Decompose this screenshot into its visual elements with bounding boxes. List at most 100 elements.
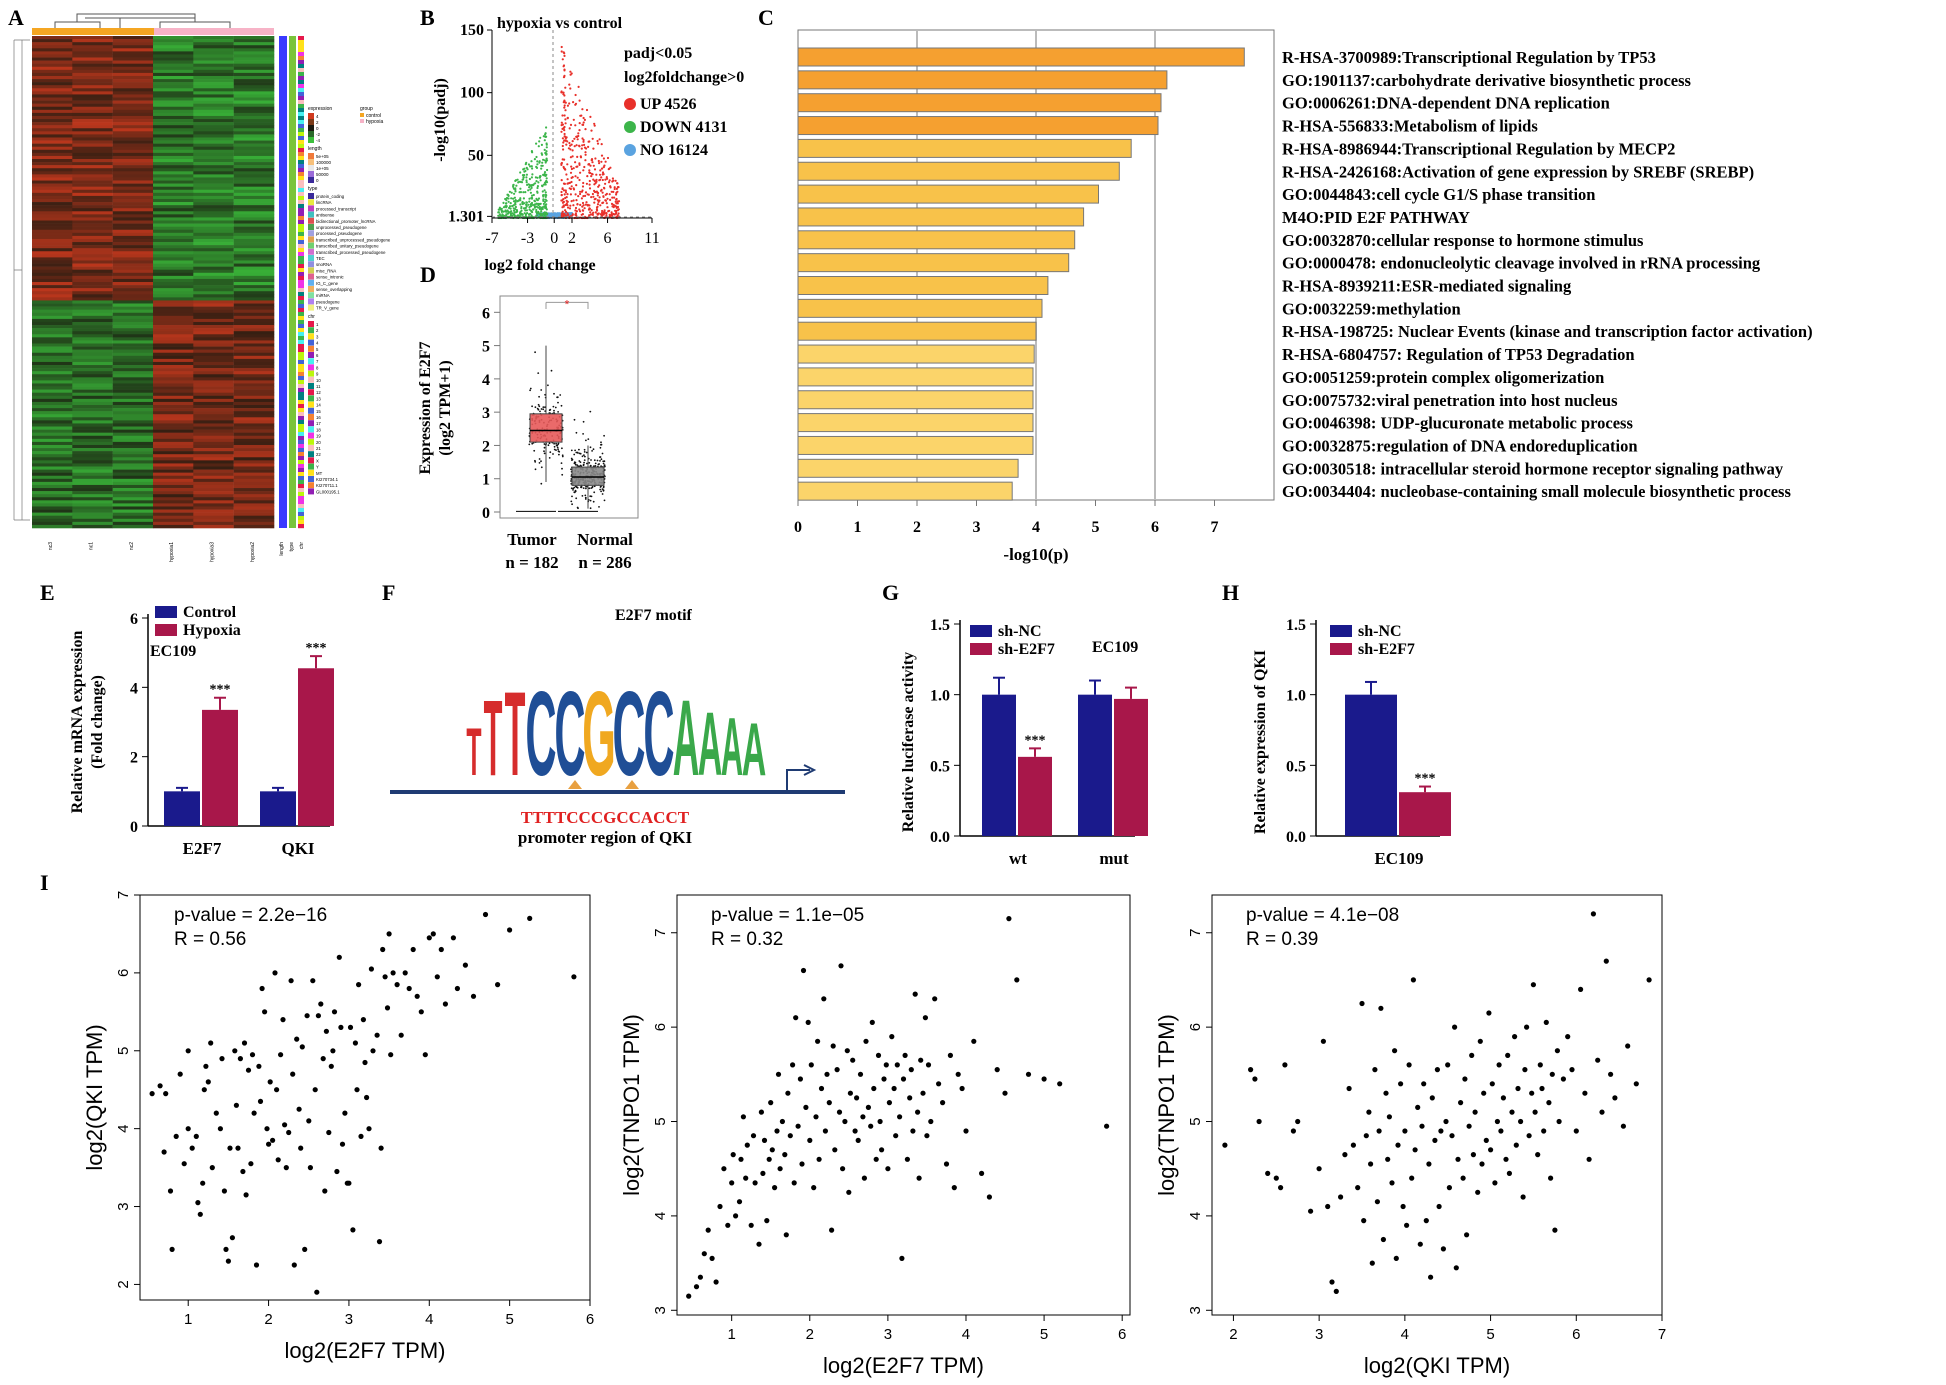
scatter-point bbox=[894, 1062, 900, 1068]
volcano-point-up bbox=[591, 161, 594, 164]
scatter-point bbox=[495, 982, 501, 988]
heatmap-cell bbox=[153, 85, 194, 89]
boxplot-jitter-point bbox=[576, 464, 579, 466]
scatter-point bbox=[910, 1128, 916, 1134]
heatmap-cell bbox=[72, 484, 113, 489]
annotation-strip-chr-cell bbox=[298, 396, 304, 401]
heatmap-cell bbox=[153, 211, 194, 215]
heatmap-cell bbox=[32, 51, 73, 55]
volcano-point-down bbox=[513, 196, 517, 199]
annotation-strip-chr-cell bbox=[298, 432, 304, 437]
volcano-point-up bbox=[561, 206, 564, 209]
boxplot-jitter-point bbox=[573, 453, 576, 456]
legend-length-tick: 100000 bbox=[316, 160, 332, 165]
heatmap-cell bbox=[32, 380, 73, 384]
heatmap-cell bbox=[112, 328, 154, 332]
legend-chr-label: 22 bbox=[316, 452, 321, 457]
annotation-strip-chr-cell bbox=[298, 204, 304, 209]
heatmap-cell bbox=[72, 272, 113, 277]
scatter-point bbox=[844, 1048, 850, 1054]
heatmap-cell bbox=[112, 377, 154, 381]
heatmap-cell bbox=[193, 374, 234, 378]
annotation-strip-chr-cell bbox=[298, 108, 304, 113]
volcano-point-up bbox=[576, 138, 579, 141]
heatmap-cell bbox=[32, 251, 73, 255]
scatter-point bbox=[893, 1133, 899, 1139]
heatmap-cell bbox=[112, 417, 154, 421]
scatter-point bbox=[350, 1227, 356, 1233]
volcano-point-down bbox=[530, 210, 533, 213]
volcano-point-up bbox=[590, 196, 593, 199]
scatter-point bbox=[797, 1076, 804, 1082]
heatmap-cell bbox=[72, 460, 113, 464]
heatmap-cell bbox=[233, 321, 275, 326]
annotation-strip-chr-cell bbox=[298, 268, 304, 273]
volcano-point-up bbox=[613, 196, 616, 199]
heatmap-cell bbox=[32, 294, 73, 298]
volcano-point-up bbox=[589, 211, 592, 214]
heatmap-cell bbox=[112, 294, 154, 298]
heatmap-cell bbox=[193, 414, 234, 418]
annotation-strip-chr-cell bbox=[298, 52, 304, 57]
heatmap-cell bbox=[112, 441, 154, 446]
scatter-point bbox=[414, 993, 420, 999]
scatter-point bbox=[347, 1024, 354, 1030]
bar-0 bbox=[982, 694, 1016, 836]
volcano-point-up bbox=[602, 157, 606, 160]
boxplot-jitter-point bbox=[589, 499, 592, 502]
heatmap-cell bbox=[72, 438, 113, 443]
legend-chr-label: 1 bbox=[316, 322, 319, 327]
heatmap-cell bbox=[112, 395, 154, 400]
annotation-strip-chr-cell bbox=[298, 260, 304, 265]
heatmap-cell bbox=[72, 119, 113, 123]
scatter-x-tick-label: 3 bbox=[345, 1311, 353, 1328]
significance-marker: *** bbox=[1415, 772, 1436, 787]
volcano-point-up bbox=[601, 178, 604, 182]
volcano-point-down bbox=[540, 210, 543, 213]
volcano-point-no bbox=[550, 214, 553, 217]
volcano-point-up bbox=[578, 178, 581, 182]
heatmap-cell bbox=[153, 149, 194, 154]
legend-chr-swatch bbox=[308, 438, 314, 445]
scatter-point bbox=[1512, 1034, 1518, 1040]
scatter-point bbox=[1449, 1133, 1455, 1139]
scatter-point bbox=[760, 1170, 766, 1176]
scatter-frame bbox=[139, 894, 591, 1301]
volcano-point-down bbox=[514, 187, 517, 190]
legend-expression-tick: -2 bbox=[316, 132, 320, 137]
scatter-point bbox=[1578, 986, 1584, 993]
volcano-point-down bbox=[520, 207, 523, 210]
scatter-point bbox=[304, 1013, 310, 1019]
volcano-point-down bbox=[544, 133, 547, 136]
volcano-point-up bbox=[574, 93, 577, 97]
volcano-point-up bbox=[569, 148, 572, 151]
boxplot-jitter-point bbox=[531, 405, 533, 408]
scatter-point bbox=[750, 1133, 757, 1139]
annotation-strip-label: type bbox=[289, 542, 295, 552]
heatmap-cell bbox=[72, 100, 113, 104]
enrichment-bar bbox=[797, 435, 1034, 455]
boxplot-jitter-point bbox=[543, 450, 545, 453]
scatter-y-tick-label: 3 bbox=[115, 1202, 132, 1210]
heatmap-cell bbox=[153, 155, 194, 160]
annotation-strip-chr-cell bbox=[298, 76, 304, 81]
scatter-point bbox=[847, 1090, 854, 1096]
heatmap-cell bbox=[233, 275, 275, 280]
boxplot-jitter-point bbox=[542, 408, 545, 411]
heatmap-cell bbox=[233, 229, 275, 234]
heatmap-cell bbox=[32, 48, 73, 52]
volcano-point-down bbox=[535, 208, 538, 212]
volcano-point-down bbox=[528, 200, 531, 203]
bar-0 bbox=[164, 791, 200, 827]
heatmap-cell bbox=[112, 392, 154, 397]
heatmap-cell bbox=[72, 420, 113, 424]
heatmap-cell bbox=[72, 143, 113, 148]
heatmap-cell bbox=[32, 494, 73, 498]
legend-type-swatch bbox=[308, 273, 314, 280]
heatmap-cell bbox=[193, 269, 234, 274]
volcano-point-up bbox=[607, 210, 610, 213]
boxplot-jitter-point bbox=[556, 396, 558, 399]
heatmap-cell bbox=[72, 303, 113, 307]
heatmap-cell bbox=[32, 235, 73, 240]
scatter-point bbox=[772, 1185, 778, 1191]
